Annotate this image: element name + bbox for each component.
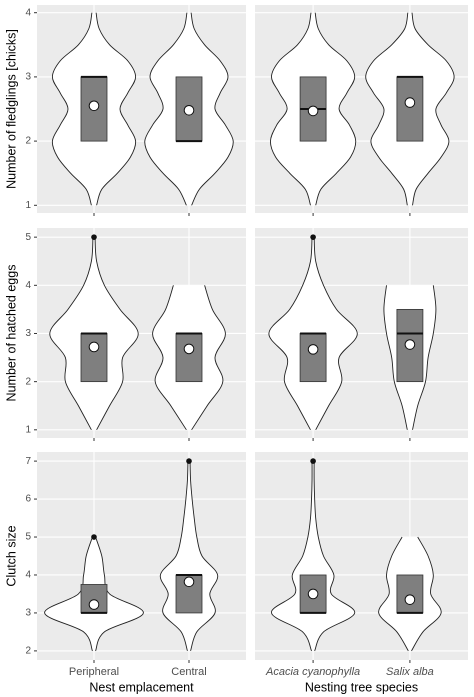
violin-outline: [383, 285, 408, 430]
violin-outline: [411, 536, 442, 652]
violin-fill: [271, 461, 355, 651]
mean: [307, 588, 319, 600]
violin-outline: [51, 12, 93, 206]
outlier: [310, 458, 316, 464]
violin-outline: [412, 285, 437, 430]
violin-outline: [270, 12, 312, 206]
violin-outline: [314, 12, 357, 206]
outlier: [186, 458, 192, 464]
violin-outline: [411, 12, 455, 206]
x-axis-title: Nesting tree species: [305, 680, 418, 694]
mean: [307, 344, 319, 355]
violin-outline: [190, 12, 234, 206]
y-tick-label: 6: [25, 494, 31, 505]
violin-fill: [160, 461, 218, 651]
x-tick-label: Salix alba: [386, 666, 434, 678]
violin-outline: [44, 536, 93, 652]
violin-outline: [313, 461, 356, 652]
violin-outline: [159, 461, 189, 652]
mean: [404, 97, 416, 108]
mean: [88, 599, 100, 610]
panel-background: [255, 452, 468, 660]
y-tick-label: 5: [25, 532, 31, 543]
outlier: [310, 234, 316, 240]
outlier: [91, 234, 97, 240]
violin-outline: [268, 237, 313, 431]
box: [175, 333, 203, 383]
outlier: [91, 534, 97, 540]
violin-outline: [49, 237, 94, 431]
violin-outline: [94, 237, 139, 431]
y-tick-label: 2: [25, 646, 31, 657]
violin-outline: [271, 461, 313, 652]
x-axis-title: Nest emplacement: [89, 680, 194, 694]
y-tick-label: 3: [25, 608, 31, 619]
y-tick-label: 3: [25, 72, 31, 83]
y-tick-label: 5: [25, 232, 31, 243]
y-axis-title: Clutch size: [4, 525, 18, 586]
mean: [183, 343, 195, 355]
violin-outline: [95, 536, 144, 652]
violin-outline: [144, 12, 188, 206]
mean: [183, 104, 195, 116]
mean: [404, 594, 416, 605]
violin-outline: [152, 285, 187, 431]
violin-outline: [313, 237, 358, 431]
mean: [404, 339, 416, 350]
mean: [88, 341, 100, 353]
y-axis-title: Number of fledglings [chicks]: [4, 29, 18, 189]
mean: [307, 105, 319, 117]
y-tick-label: 7: [25, 456, 31, 467]
violin-outline: [191, 285, 226, 431]
violin-outline: [189, 461, 219, 652]
y-tick-label: 4: [25, 570, 31, 581]
mean: [88, 100, 100, 112]
y-tick-label: 1: [25, 424, 31, 435]
mean: [183, 576, 195, 588]
violin-outline: [365, 12, 409, 206]
x-tick-label: Peripheral: [69, 666, 119, 678]
y-tick-label: 3: [25, 328, 31, 339]
y-axis-title: Number of hatched eggs: [4, 265, 18, 402]
x-tick-label: Acacia cyanophylla: [265, 666, 360, 678]
y-tick-label: 2: [25, 376, 31, 387]
violin-outline: [378, 536, 409, 652]
box: [396, 574, 424, 614]
box: [396, 76, 424, 142]
y-tick-label: 4: [25, 7, 31, 18]
violin-outline: [95, 12, 137, 206]
y-tick-label: 1: [25, 200, 31, 211]
box: [80, 333, 108, 383]
x-tick-label: Central: [171, 666, 206, 678]
y-tick-label: 4: [25, 280, 31, 291]
y-tick-label: 2: [25, 136, 31, 147]
panel-background: [37, 452, 246, 660]
box: [299, 333, 327, 383]
